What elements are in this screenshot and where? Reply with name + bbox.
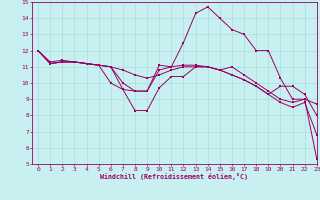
X-axis label: Windchill (Refroidissement éolien,°C): Windchill (Refroidissement éolien,°C) <box>100 173 248 180</box>
